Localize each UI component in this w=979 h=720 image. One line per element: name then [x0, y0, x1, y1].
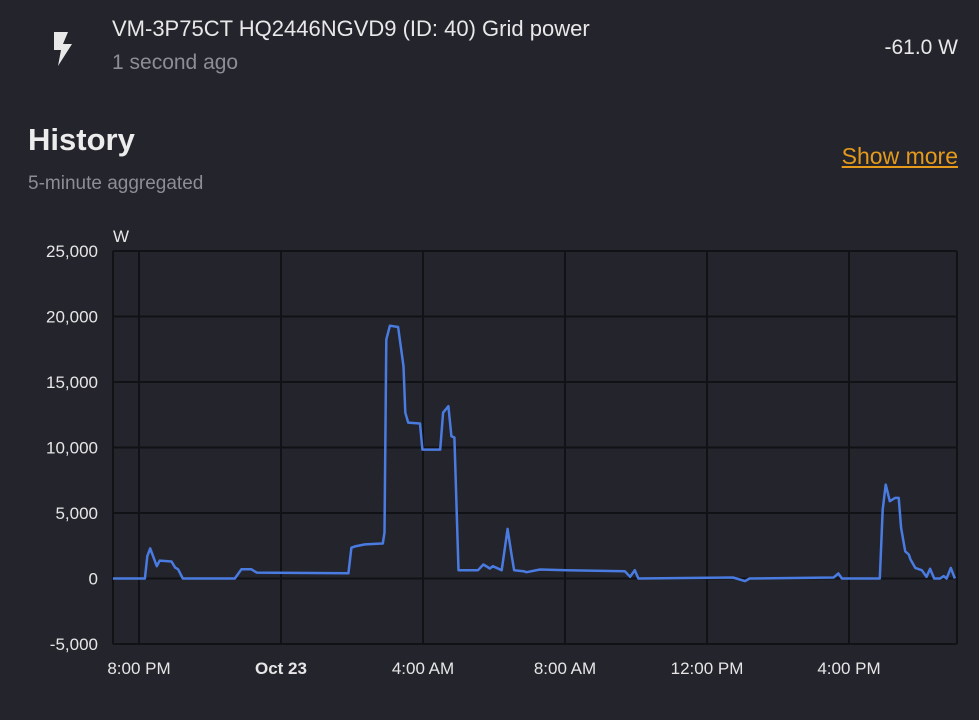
y-tick-label: 15,000 — [46, 373, 98, 392]
x-tick-label: 4:00 AM — [392, 659, 454, 678]
y-axis: -5,000 0 5,000 10,000 15,000 20,000 25,000 — [46, 242, 98, 654]
x-tick-label: 12:00 PM — [671, 659, 744, 678]
x-axis: 8:00 PM Oct 23 4:00 AM 8:00 AM 12:00 PM 4:00 … — [107, 659, 880, 678]
x-tick-label: 4:00 PM — [817, 659, 880, 678]
history-heading: History — [28, 122, 135, 157]
series-line — [113, 324, 957, 583]
y-tick-label: -5,000 — [50, 635, 98, 654]
x-tick-label: Oct 23 — [255, 659, 307, 678]
grid — [112, 250, 958, 645]
entity-title: VM-3P75CT HQ2446NGVD9 (ID: 40) Grid powe… — [112, 16, 590, 41]
x-tick-label: 8:00 PM — [107, 659, 170, 678]
show-more-link[interactable]: Show more — [841, 143, 958, 169]
y-tick-label: 5,000 — [55, 504, 98, 523]
last-changed: 1 second ago — [112, 51, 239, 74]
x-tick-label: 8:00 AM — [534, 659, 596, 678]
data-points — [112, 325, 956, 582]
y-tick-label: 20,000 — [46, 308, 98, 327]
y-tick-label: 10,000 — [46, 439, 98, 458]
y-tick-label: 25,000 — [46, 242, 98, 261]
history-chart[interactable]: -5,000 0 5,000 10,000 15,000 20,000 25,000 8:0… — [0, 220, 979, 720]
y-tick-label: 0 — [89, 570, 98, 589]
state-value: -61.0 W — [884, 36, 958, 59]
history-subtitle: 5-minute aggregated — [28, 173, 204, 194]
flash-icon — [54, 32, 72, 66]
y-axis-unit: W — [113, 227, 129, 246]
